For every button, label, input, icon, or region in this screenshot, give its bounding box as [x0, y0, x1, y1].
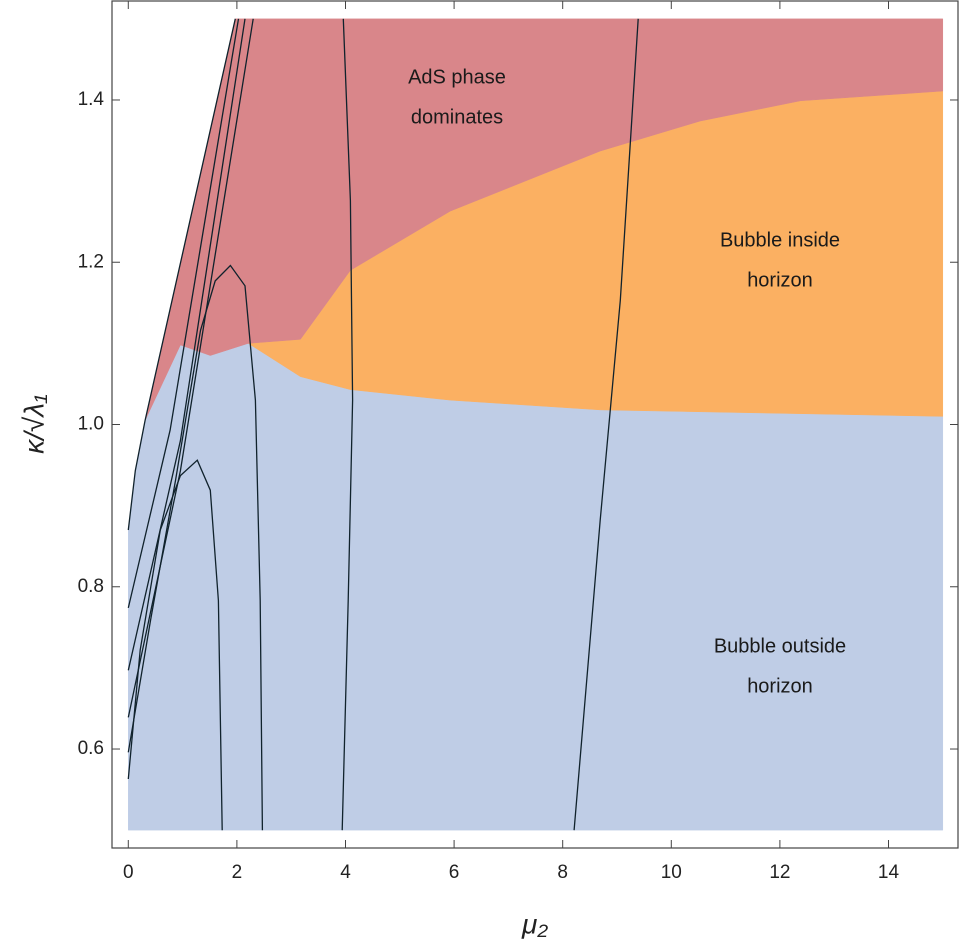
contour-line: [127, 459, 223, 831]
y-tick-label: 1.0: [78, 414, 104, 435]
region: [144, 18, 944, 421]
x-tick-label: 2: [232, 862, 243, 883]
x-tick-label: 6: [449, 862, 460, 883]
x-tick-label: 8: [557, 862, 568, 883]
x-tick-label: 0: [123, 862, 134, 883]
contour-line: [341, 18, 354, 831]
region: [128, 343, 944, 831]
plot-area: [127, 18, 944, 831]
x-tick-label: 10: [661, 862, 682, 883]
contour-line: [127, 18, 246, 671]
y-axis-label: κ/√λ₁: [18, 394, 49, 454]
region-label: AdS phase: [408, 66, 506, 88]
region-label: Bubble inside: [720, 229, 840, 251]
x-axis-label: μ₂: [521, 908, 548, 939]
y-tick-label: 0.8: [78, 576, 104, 597]
region-label: dominates: [411, 106, 503, 128]
region-label: Bubble outside: [714, 635, 846, 657]
contour-line: [127, 18, 236, 531]
region-label: horizon: [747, 675, 813, 697]
contour-line: [573, 18, 639, 831]
y-tick-label: 0.6: [78, 738, 104, 759]
x-tick-label: 12: [769, 862, 790, 883]
y-tick-label: 1.4: [78, 89, 105, 110]
x-tick-label: 4: [340, 862, 351, 883]
y-tick-label: 1.2: [78, 251, 104, 272]
contour-line: [127, 264, 264, 831]
contour-line: [127, 18, 240, 609]
contour-line: [127, 18, 254, 718]
x-tick-label: 14: [878, 862, 900, 883]
region-label: horizon: [747, 269, 813, 291]
